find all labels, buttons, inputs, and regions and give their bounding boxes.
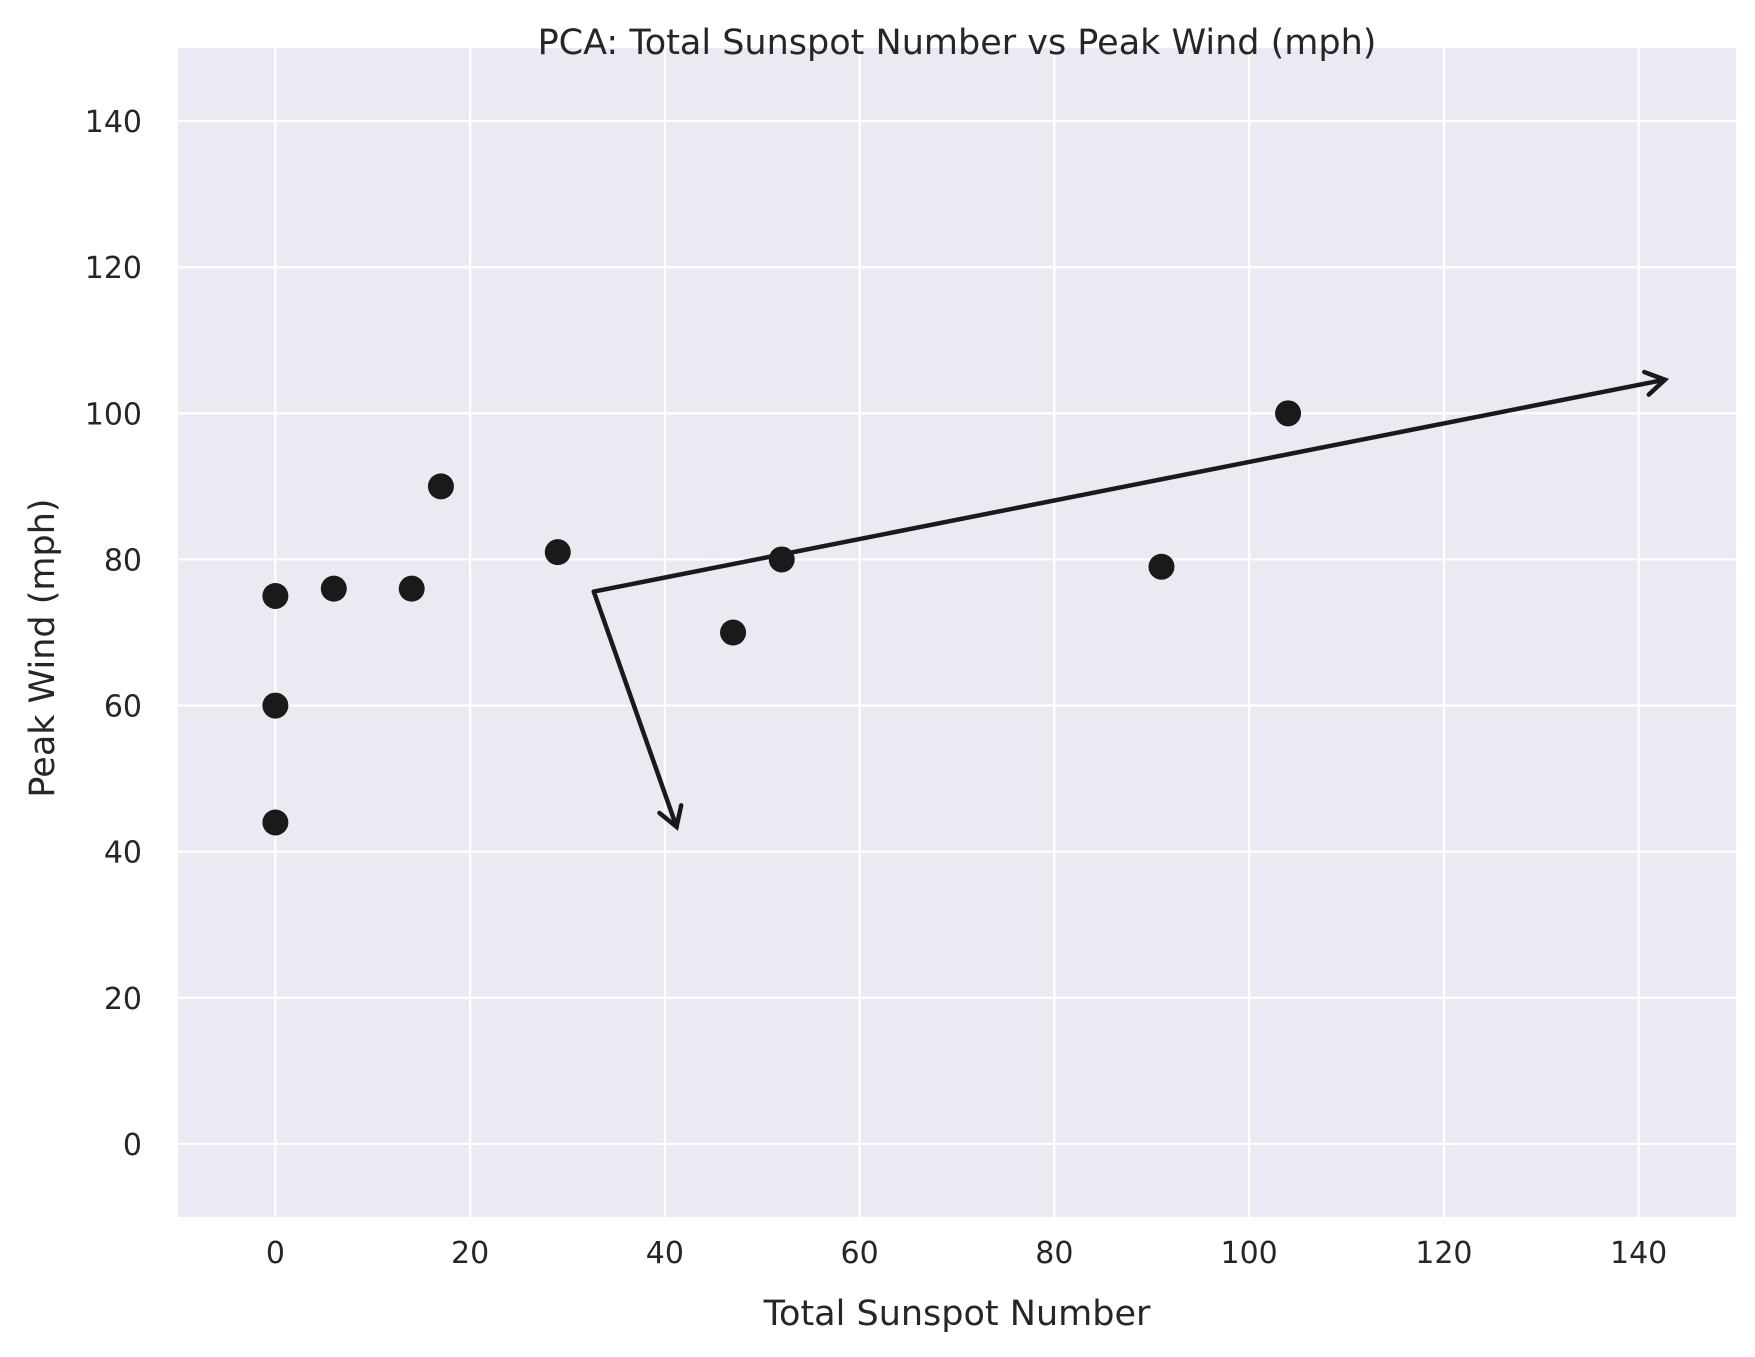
- y-tick-label: 80: [104, 543, 142, 578]
- x-tick-label: 0: [266, 1236, 285, 1271]
- y-tick-label: 20: [104, 982, 142, 1017]
- x-tick-label: 80: [1035, 1236, 1073, 1271]
- y-axis-label: Peak Wind (mph): [23, 498, 63, 797]
- tick-labels: 0 20 40 60 80 100 120 140 0 20 40 60 80 100 120 140: [85, 105, 1668, 1271]
- y-tick-label: 140: [85, 105, 142, 140]
- y-tick-label: 0: [123, 1128, 142, 1163]
- y-tick-label: 40: [104, 836, 142, 871]
- grid-lines: [178, 48, 1736, 1217]
- scatter-point: [1275, 400, 1302, 427]
- pca-arrow: [591, 589, 684, 831]
- y-tick-label: 60: [104, 690, 142, 725]
- x-tick-label: 100: [1220, 1236, 1277, 1271]
- plot-background: [178, 48, 1736, 1217]
- x-tick-label: 20: [451, 1236, 489, 1271]
- scatter-point: [768, 546, 795, 573]
- data-points: [262, 400, 1302, 836]
- x-tick-label: 140: [1610, 1236, 1667, 1271]
- scatter-point: [1148, 553, 1175, 580]
- scatter-point: [544, 539, 571, 566]
- scatter-point: [262, 692, 289, 719]
- x-tick-label: 60: [841, 1236, 879, 1271]
- chart-title: PCA: Total Sunspot Number vs Peak Wind (…: [538, 23, 1377, 63]
- x-axis-label: Total Sunspot Number: [763, 1294, 1151, 1334]
- pca-arrow-shaft: [591, 589, 679, 830]
- scatter-point: [320, 575, 347, 602]
- scatter-point: [427, 473, 454, 500]
- y-tick-label: 120: [85, 251, 142, 286]
- scatter-point: [262, 809, 289, 836]
- pca-arrow-head: [657, 803, 684, 831]
- pca-arrow-head: [1642, 369, 1670, 397]
- scatter-point: [262, 582, 289, 609]
- x-tick-label: 40: [646, 1236, 684, 1271]
- scatter-point: [398, 575, 425, 602]
- x-tick-label: 120: [1415, 1236, 1472, 1271]
- scatter-point: [720, 619, 747, 646]
- y-tick-label: 100: [85, 397, 142, 432]
